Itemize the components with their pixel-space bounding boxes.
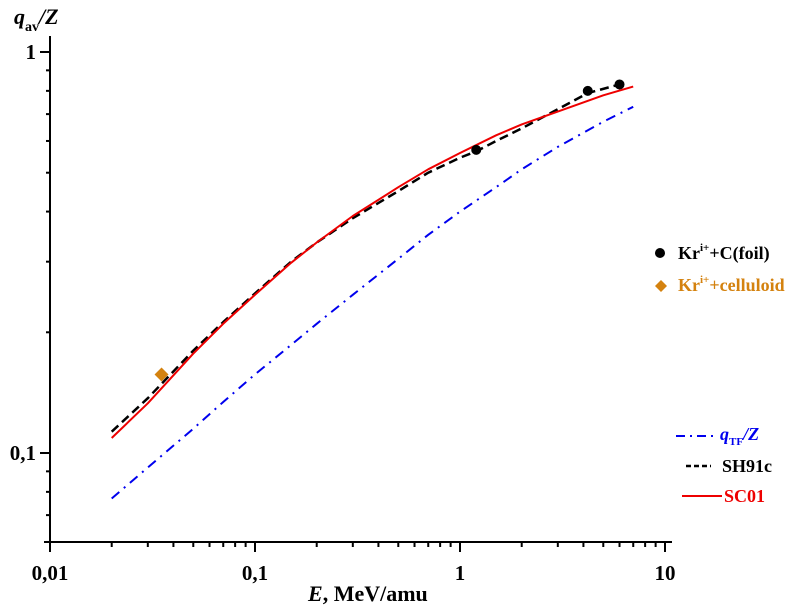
legend-entry-sh91c: SH91c bbox=[686, 456, 772, 476]
series-line-sc01 bbox=[111, 85, 634, 439]
legend-entry-kr-cfoil: Kri++C(foil) bbox=[655, 242, 770, 264]
data-point-diamond bbox=[154, 367, 169, 382]
y-tick-label: 0,1 bbox=[10, 441, 36, 465]
y-tick-label: 1 bbox=[26, 40, 37, 64]
x-axis-title: E, MeV/amu bbox=[307, 581, 428, 606]
legend-label-qtf: qTF/Z bbox=[720, 424, 759, 448]
x-tick-label: 10 bbox=[655, 561, 676, 585]
points-group bbox=[154, 79, 625, 382]
data-point-circle bbox=[582, 85, 593, 96]
legend: Kri++C(foil) Kri++celluloid qTF/Z SH91c … bbox=[655, 242, 785, 506]
legend-label-kr-cfoil: Kri++C(foil) bbox=[678, 242, 770, 264]
y-axis-title: qav/Z bbox=[14, 4, 59, 35]
series-line-sh91c bbox=[110, 83, 620, 433]
x-tick-label: 1 bbox=[455, 561, 466, 585]
legend-diamond-marker bbox=[655, 280, 667, 292]
legend-entry-sc01: SC01 bbox=[682, 486, 765, 506]
data-point-circle bbox=[471, 144, 482, 155]
legend-label-kr-celluloid: Kri++celluloid bbox=[678, 274, 785, 295]
series-line-qtf-z bbox=[111, 105, 634, 500]
y-axis-title-sub: av bbox=[25, 20, 39, 35]
x-axis-title-var: E bbox=[307, 581, 323, 606]
legend-entry-kr-celluloid: Kri++celluloid bbox=[655, 274, 785, 295]
legend-label-sh91c: SH91c bbox=[722, 456, 772, 476]
x-tick-label: 0,01 bbox=[32, 561, 69, 585]
legend-label-sc01: SC01 bbox=[724, 486, 765, 506]
legend-circle-marker bbox=[655, 248, 665, 258]
axes: 0,01 0,1 1 10 0,1 1 bbox=[10, 36, 676, 585]
y-axis-title-var: q bbox=[14, 4, 25, 29]
legend-entry-qtf: qTF/Z bbox=[676, 424, 759, 448]
x-tick-label: 0,1 bbox=[242, 561, 268, 585]
x-axis-title-rest: , MeV/amu bbox=[323, 581, 428, 606]
y-axis-title-rest: /Z bbox=[37, 4, 59, 29]
series-group bbox=[110, 83, 634, 500]
data-point-circle bbox=[614, 79, 625, 90]
